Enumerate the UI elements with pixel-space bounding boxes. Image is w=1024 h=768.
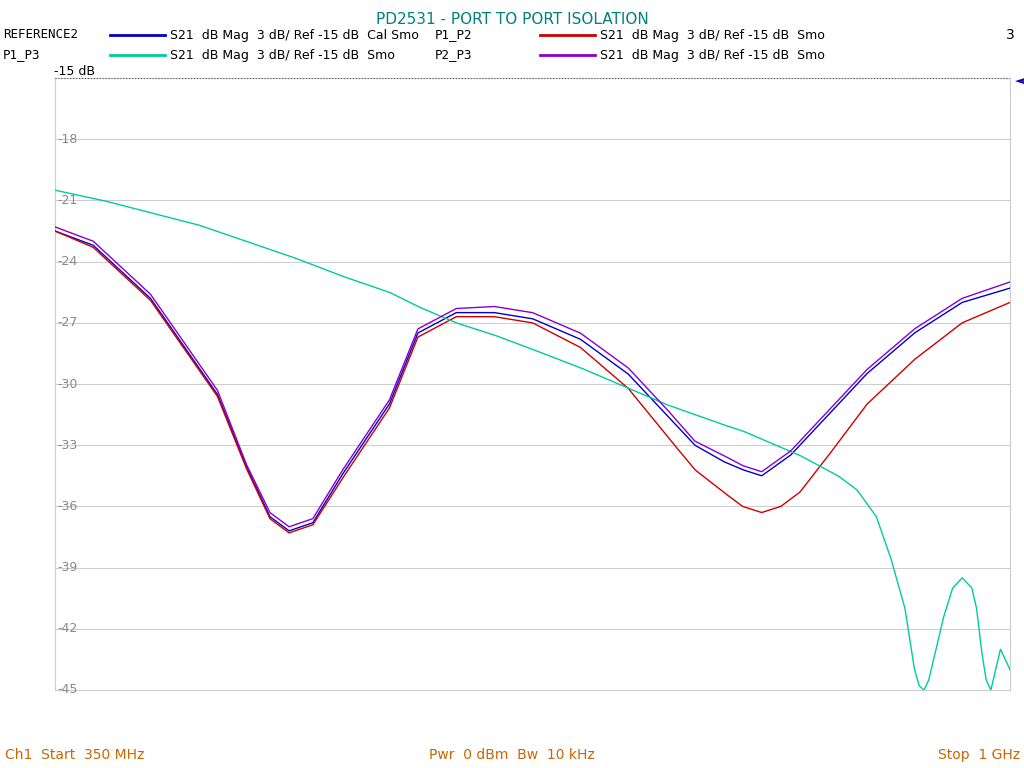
Text: Stop  1 GHz: Stop 1 GHz — [938, 748, 1020, 762]
Text: S21  dB Mag  3 dB/ Ref -15 dB  Smo: S21 dB Mag 3 dB/ Ref -15 dB Smo — [600, 28, 825, 41]
Text: 3: 3 — [1007, 28, 1015, 42]
Text: P1_P2: P1_P2 — [435, 28, 472, 41]
Text: ◄: ◄ — [1020, 74, 1024, 88]
Text: -18: -18 — [58, 133, 78, 146]
Text: P2_P3: P2_P3 — [435, 48, 472, 61]
Text: P1_P3: P1_P3 — [3, 48, 41, 61]
Text: -21: -21 — [58, 194, 78, 207]
Text: -15 dB: -15 dB — [54, 65, 95, 78]
Text: -39: -39 — [58, 561, 78, 574]
Text: -42: -42 — [58, 622, 78, 635]
Text: S21  dB Mag  3 dB/ Ref -15 dB  Smo: S21 dB Mag 3 dB/ Ref -15 dB Smo — [170, 48, 395, 61]
Text: -33: -33 — [58, 439, 78, 452]
Text: S21  dB Mag  3 dB/ Ref -15 dB  Cal Smo: S21 dB Mag 3 dB/ Ref -15 dB Cal Smo — [170, 28, 419, 41]
Text: -45: -45 — [58, 684, 78, 697]
Text: PD2531 - PORT TO PORT ISOLATION: PD2531 - PORT TO PORT ISOLATION — [376, 12, 648, 27]
Text: ◄: ◄ — [1015, 74, 1024, 88]
Text: S21  dB Mag  3 dB/ Ref -15 dB  Smo: S21 dB Mag 3 dB/ Ref -15 dB Smo — [600, 48, 825, 61]
Text: -36: -36 — [58, 500, 78, 513]
Text: Ch1  Start  350 MHz: Ch1 Start 350 MHz — [5, 748, 144, 762]
Text: REFERENCE2: REFERENCE2 — [3, 28, 78, 41]
Text: -30: -30 — [58, 378, 78, 390]
Text: Pwr  0 dBm  Bw  10 kHz: Pwr 0 dBm Bw 10 kHz — [429, 748, 595, 762]
Text: -24: -24 — [58, 255, 78, 268]
Text: -27: -27 — [58, 316, 78, 329]
